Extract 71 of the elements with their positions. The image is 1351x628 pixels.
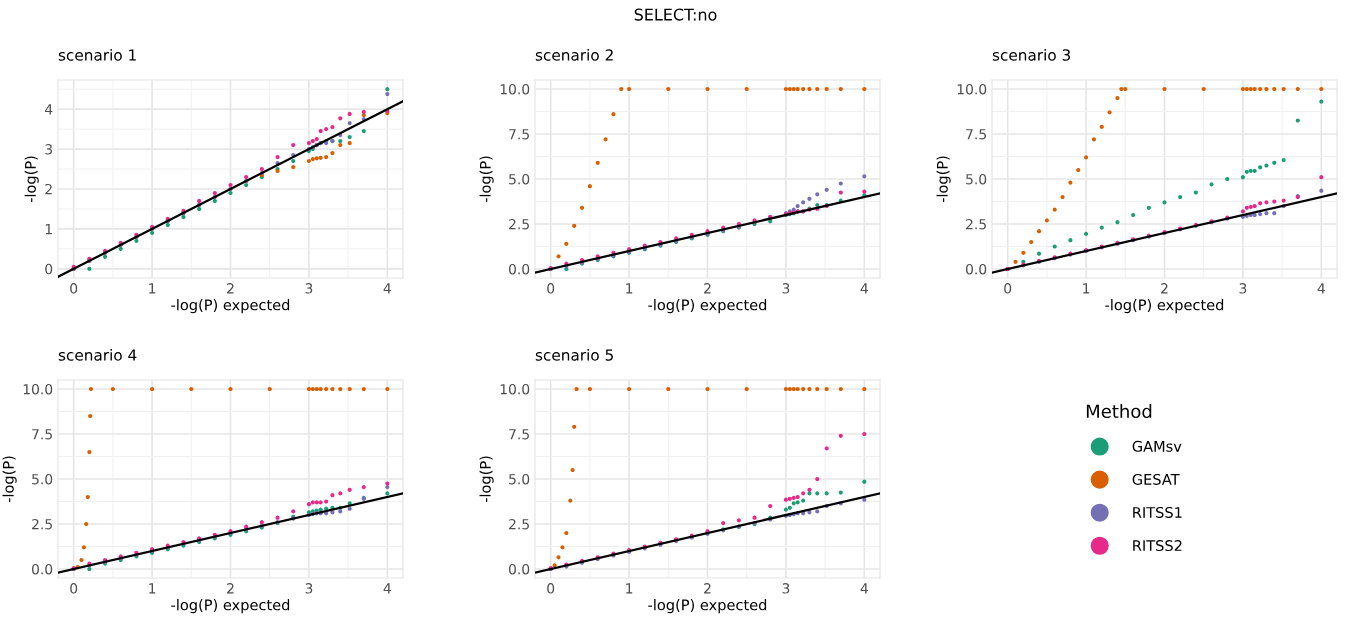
- y-tick-label: 5.0: [509, 173, 530, 185]
- x-axis-title: -log(P) expected: [171, 599, 290, 614]
- y-axis-title: -log(P): [2, 456, 17, 503]
- x-tick-label: 1: [1083, 283, 1090, 294]
- x-tick-label: 0: [1004, 283, 1012, 294]
- x-tick-label: 4: [1317, 283, 1325, 294]
- y-tick-label: 0.0: [965, 263, 987, 275]
- legend-label: RITSS2: [1133, 540, 1182, 552]
- x-tick-label: 1: [149, 583, 156, 594]
- y-tick-label: 0.0: [508, 263, 530, 275]
- x-tick-label: 1: [626, 283, 633, 294]
- y-tick-label: 7.5: [509, 129, 529, 140]
- x-tick-label: 0: [70, 583, 78, 594]
- chart-title: scenario 5: [535, 348, 613, 361]
- y-tick-label: 7.5: [966, 129, 986, 140]
- y-axis-title: -log(P): [24, 156, 39, 203]
- legend-label: RITSS1: [1133, 506, 1182, 518]
- y-tick-label: 2.5: [509, 518, 529, 530]
- y-tick-label: 10.0: [957, 83, 987, 95]
- x-tick-label: 2: [704, 583, 711, 594]
- x-tick-label: 4: [860, 583, 868, 594]
- legend-title: Method: [1086, 404, 1152, 419]
- x-tick-label: 3: [305, 583, 313, 594]
- x-tick-label: 3: [782, 283, 790, 294]
- x-tick-label: 1: [149, 283, 156, 294]
- x-tick-label: 1: [626, 583, 633, 594]
- y-tick-label: 5.0: [32, 473, 53, 485]
- x-axis-title: -log(P) expected: [171, 299, 290, 314]
- y-tick-label: 7.5: [509, 429, 529, 440]
- x-tick-label: 0: [70, 283, 78, 294]
- text: SELECT:no: [634, 8, 717, 21]
- y-tick-label: 7.5: [32, 429, 52, 440]
- chart-title: scenario 2: [535, 48, 613, 61]
- y-tick-label: 0.0: [508, 563, 530, 575]
- x-tick-label: 4: [860, 283, 868, 294]
- y-tick-label: 0: [45, 263, 53, 275]
- y-axis-title: -log(P): [479, 456, 494, 503]
- y-tick-label: 3: [45, 144, 53, 155]
- x-tick-label: 0: [547, 583, 555, 594]
- y-tick-label: 5.0: [966, 173, 987, 185]
- x-axis-title: -log(P) expected: [648, 299, 767, 314]
- y-tick-label: 4: [44, 104, 53, 115]
- x-tick-label: 3: [782, 583, 790, 594]
- x-tick-label: 4: [383, 283, 391, 294]
- x-tick-label: 4: [383, 583, 391, 594]
- x-tick-label: 3: [305, 283, 313, 294]
- x-tick-label: 2: [227, 283, 234, 294]
- y-tick-label: 2: [45, 183, 52, 195]
- x-tick-label: 2: [704, 283, 711, 294]
- x-tick-label: 2: [227, 583, 234, 594]
- y-tick-label: 10.0: [500, 83, 530, 95]
- y-axis-title: -log(P): [936, 156, 951, 203]
- y-tick-label: 10.0: [23, 383, 53, 395]
- chart-title: scenario 4: [58, 348, 137, 361]
- y-tick-label: 10.0: [500, 383, 530, 395]
- y-tick-label: 1: [45, 224, 52, 235]
- chart-title: scenario 1: [58, 48, 136, 61]
- y-tick-label: 5.0: [509, 473, 530, 485]
- x-tick-label: 0: [547, 283, 555, 294]
- x-axis-title: -log(P) expected: [1105, 299, 1224, 314]
- y-tick-label: 2.5: [966, 218, 986, 230]
- y-tick-label: 0.0: [31, 563, 53, 575]
- legend-label: GAMsv: [1132, 440, 1182, 452]
- legend-label: GESAT: [1132, 473, 1180, 485]
- x-axis-title: -log(P) expected: [648, 599, 767, 614]
- x-tick-label: 3: [1239, 283, 1247, 294]
- y-tick-label: 2.5: [509, 218, 529, 230]
- y-tick-label: 2.5: [32, 518, 52, 530]
- chart-title: scenario 3: [992, 48, 1071, 61]
- x-tick-label: 2: [1161, 283, 1168, 294]
- y-axis-title: -log(P): [479, 156, 494, 203]
